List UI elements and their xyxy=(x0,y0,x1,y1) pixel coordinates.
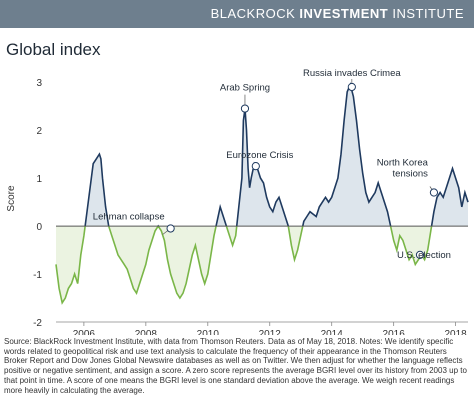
annotation-marker xyxy=(347,82,356,92)
x-tick-label: 2010 xyxy=(197,329,220,335)
brand-bold: INVESTMENT xyxy=(299,6,389,21)
y-tick-label: 3 xyxy=(36,78,42,89)
brand-light: BLACKROCK xyxy=(210,6,296,21)
y-tick-label: -1 xyxy=(33,270,42,281)
x-tick-label: 2012 xyxy=(259,329,282,335)
y-tick-label: 1 xyxy=(36,174,42,185)
x-tick-label: 2006 xyxy=(73,329,96,335)
series-line-negative xyxy=(55,226,433,305)
chart-svg: -2 -1 0 1 2 3 2006 2008 2010 2012 2014 2016 2018 Scor… xyxy=(6,68,469,335)
annotation-marker xyxy=(240,104,250,113)
x-tick-label: 2014 xyxy=(321,329,344,335)
x-tick-label: 2016 xyxy=(383,329,406,335)
annotation-label: Eurozone Crisis xyxy=(226,150,293,161)
area-fill-negative xyxy=(56,226,468,303)
y-tick-label: -2 xyxy=(33,318,42,329)
annotation-marker xyxy=(251,162,260,171)
header-bar: BLACKROCK INVESTMENT INSTITUTE xyxy=(0,0,474,28)
annotation-marker xyxy=(166,224,175,233)
area-fill-positive xyxy=(85,84,468,227)
annotation-label: Lehman collapse xyxy=(93,211,165,222)
annotation-marker xyxy=(415,250,425,259)
y-tick-label: 0 xyxy=(36,222,42,233)
annotation-marker xyxy=(429,188,439,197)
chart-title: Global index xyxy=(6,40,101,59)
annotation-label: Arab Spring xyxy=(220,83,270,94)
footnote: Source: BlackRock Investment Institute, … xyxy=(4,337,467,395)
brand-rest: INSTITUTE xyxy=(392,6,464,21)
annotation-label: North Korea tensions xyxy=(377,158,429,180)
y-tick-label: 2 xyxy=(36,126,42,137)
x-tick-label: 2008 xyxy=(135,329,158,335)
brand-logo: BLACKROCK INVESTMENT INSTITUTE xyxy=(211,6,464,21)
x-tick-label: 2018 xyxy=(444,329,467,335)
annotation-label: Russia invades Crimea xyxy=(303,68,401,79)
y-axis-label: Score xyxy=(6,185,17,212)
annotation-label: U.S. election xyxy=(397,250,451,261)
